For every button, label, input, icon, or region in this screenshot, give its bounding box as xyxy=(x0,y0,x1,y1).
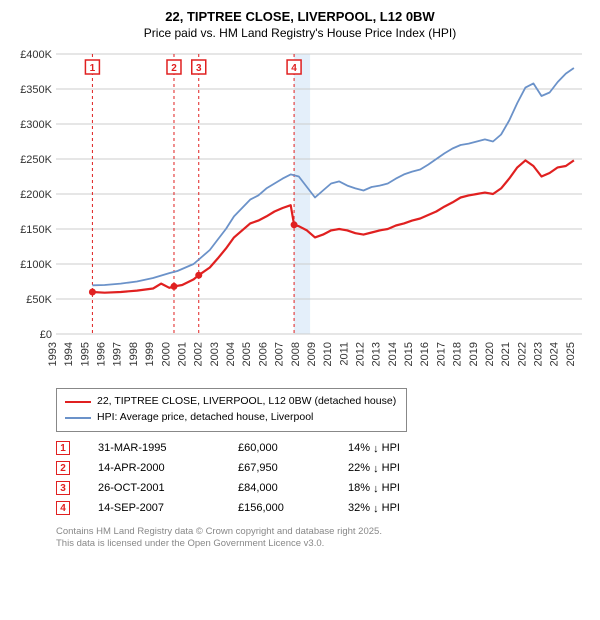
tx-delta: 18% ↓ HPI xyxy=(348,478,408,498)
svg-text:2008: 2008 xyxy=(290,342,302,366)
chart-area: £0 £50K £100K £150K £200K £250K £300K £350K £400… xyxy=(10,48,590,378)
svg-text:2001: 2001 xyxy=(176,342,188,366)
legend: 22, TIPTREE CLOSE, LIVERPOOL, L12 0BW (d… xyxy=(56,388,407,432)
arrow-down-icon: ↓ xyxy=(373,483,379,495)
arrow-down-icon: ↓ xyxy=(373,503,379,515)
chart-title-line2: Price paid vs. HM Land Registry's House … xyxy=(10,26,590,40)
svg-text:2017: 2017 xyxy=(435,342,447,366)
tx-date: 14-APR-2000 xyxy=(98,458,238,478)
svg-text:2014: 2014 xyxy=(387,342,399,366)
svg-text:£0: £0 xyxy=(40,329,52,341)
svg-text:1998: 1998 xyxy=(128,342,140,366)
footer-attribution: Contains HM Land Registry data © Crown c… xyxy=(56,526,590,551)
svg-text:2002: 2002 xyxy=(193,342,205,366)
svg-text:1994: 1994 xyxy=(63,342,75,366)
tx-marker: 1 xyxy=(56,441,70,455)
tx-marker: 2 xyxy=(56,461,70,475)
svg-text:£400K: £400K xyxy=(20,49,52,61)
svg-text:2024: 2024 xyxy=(549,342,561,366)
table-row: 2 14-APR-2000£67,95022% ↓ HPI xyxy=(56,458,408,478)
tx-date: 31-MAR-1995 xyxy=(98,438,238,458)
svg-text:4: 4 xyxy=(291,63,297,74)
arrow-down-icon: ↓ xyxy=(373,463,379,475)
svg-text:2005: 2005 xyxy=(241,342,253,366)
svg-text:1997: 1997 xyxy=(112,342,124,366)
svg-text:1993: 1993 xyxy=(47,342,59,366)
tx-date: 14-SEP-2007 xyxy=(98,498,238,518)
legend-item: HPI: Average price, detached house, Live… xyxy=(65,410,396,426)
transactions-table: 1 31-MAR-1995£60,00014% ↓ HPI 2 14-APR-2000… xyxy=(56,438,408,518)
tx-price: £60,000 xyxy=(238,438,348,458)
svg-text:2013: 2013 xyxy=(371,342,383,366)
svg-text:3: 3 xyxy=(196,63,202,74)
svg-text:£250K: £250K xyxy=(20,154,52,166)
tx-date: 26-OCT-2001 xyxy=(98,478,238,498)
arrow-down-icon: ↓ xyxy=(373,443,379,455)
svg-text:2018: 2018 xyxy=(452,342,464,366)
tx-marker: 3 xyxy=(56,481,70,495)
tx-price: £84,000 xyxy=(238,478,348,498)
svg-text:£100K: £100K xyxy=(20,259,52,271)
svg-text:2007: 2007 xyxy=(274,342,286,366)
svg-text:2020: 2020 xyxy=(484,342,496,366)
footer-line: This data is licensed under the Open Gov… xyxy=(56,538,590,550)
svg-text:2003: 2003 xyxy=(209,342,221,366)
svg-text:2011: 2011 xyxy=(338,342,350,366)
svg-text:2019: 2019 xyxy=(468,342,480,366)
table-row: 4 14-SEP-2007£156,00032% ↓ HPI xyxy=(56,498,408,518)
legend-item: 22, TIPTREE CLOSE, LIVERPOOL, L12 0BW (d… xyxy=(65,394,396,410)
tx-marker: 4 xyxy=(56,501,70,515)
svg-text:2000: 2000 xyxy=(160,342,172,366)
tx-delta: 14% ↓ HPI xyxy=(348,438,408,458)
svg-text:£150K: £150K xyxy=(20,224,52,236)
svg-text:2004: 2004 xyxy=(225,342,237,366)
svg-text:1: 1 xyxy=(90,63,96,74)
svg-text:2025: 2025 xyxy=(565,342,577,366)
tx-delta: 22% ↓ HPI xyxy=(348,458,408,478)
tx-delta: 32% ↓ HPI xyxy=(348,498,408,518)
legend-label: 22, TIPTREE CLOSE, LIVERPOOL, L12 0BW (d… xyxy=(97,394,396,410)
svg-text:£350K: £350K xyxy=(20,84,52,96)
svg-text:2022: 2022 xyxy=(516,342,528,366)
chart-title-line1: 22, TIPTREE CLOSE, LIVERPOOL, L12 0BW xyxy=(10,8,590,26)
svg-text:2021: 2021 xyxy=(500,342,512,366)
svg-text:£300K: £300K xyxy=(20,119,52,131)
svg-text:1995: 1995 xyxy=(79,342,91,366)
svg-text:1999: 1999 xyxy=(144,342,156,366)
legend-swatch xyxy=(65,417,91,419)
table-row: 3 26-OCT-2001£84,00018% ↓ HPI xyxy=(56,478,408,498)
svg-text:£200K: £200K xyxy=(20,189,52,201)
tx-price: £156,000 xyxy=(238,498,348,518)
table-row: 1 31-MAR-1995£60,00014% ↓ HPI xyxy=(56,438,408,458)
svg-text:2023: 2023 xyxy=(533,342,545,366)
svg-text:1996: 1996 xyxy=(96,342,108,366)
svg-text:2012: 2012 xyxy=(355,342,367,366)
legend-swatch xyxy=(65,401,91,403)
svg-text:2015: 2015 xyxy=(403,342,415,366)
tx-price: £67,950 xyxy=(238,458,348,478)
svg-text:2: 2 xyxy=(171,63,177,74)
svg-text:£50K: £50K xyxy=(26,294,52,306)
svg-text:2010: 2010 xyxy=(322,342,334,366)
footer-line: Contains HM Land Registry data © Crown c… xyxy=(56,526,590,538)
svg-text:2016: 2016 xyxy=(419,342,431,366)
svg-text:2006: 2006 xyxy=(257,342,269,366)
svg-text:2009: 2009 xyxy=(306,342,318,366)
line-chart: £0 £50K £100K £150K £200K £250K £300K £350K £400… xyxy=(10,48,590,378)
legend-label: HPI: Average price, detached house, Live… xyxy=(97,410,313,426)
